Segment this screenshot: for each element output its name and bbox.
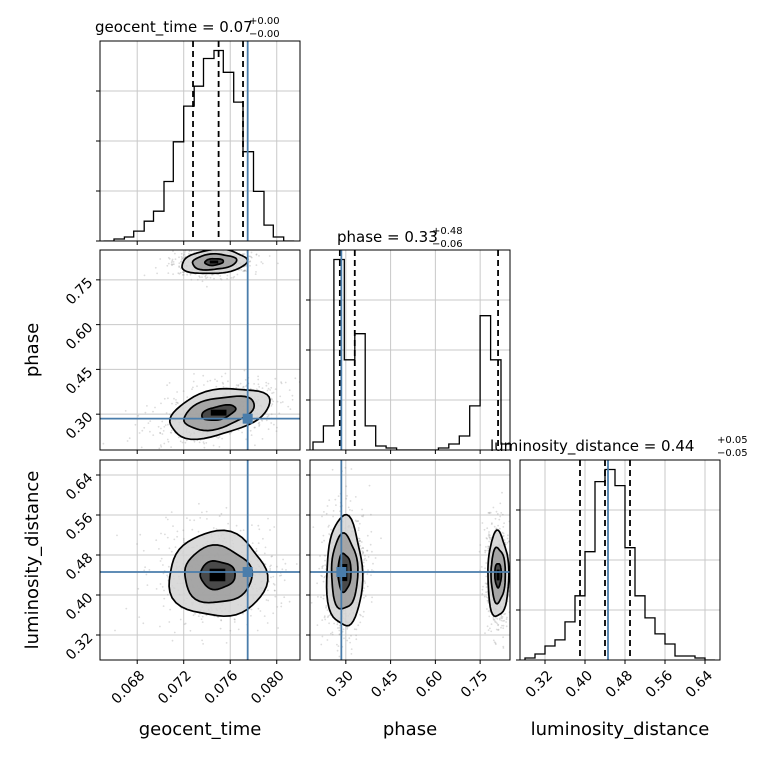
xtick-label-luminosity-distance: 0.32: [523, 668, 556, 701]
ytick-label-luminosity-distance: 0.64: [63, 470, 96, 503]
panel-luminosity-distance-hist-content: [524, 460, 715, 660]
panels-layer: 0.300.450.600.750.320.400.480.560.640.06…: [63, 40, 721, 708]
contour-line: [199, 560, 236, 591]
xtick-label-phase: 0.75: [458, 668, 491, 701]
density-peak: [496, 569, 500, 581]
svg-text:geocent_time = 0.07: geocent_time = 0.07: [95, 18, 253, 37]
ytick-label-phase: 0.30: [63, 409, 96, 442]
contour-line: [203, 257, 225, 267]
xtick-label-phase: 0.60: [413, 668, 446, 701]
ytick-label-phase: 0.45: [63, 364, 96, 397]
panel-phase-hist-content: [312, 250, 510, 450]
panel-geocent-time-hist-frame: [99, 40, 301, 242]
contour-line: [487, 529, 510, 618]
contour-line: [191, 252, 238, 271]
contour-line: [183, 544, 254, 604]
density-peak: [210, 409, 227, 416]
density-peak: [209, 568, 226, 582]
xtick-label-phase: 0.45: [368, 668, 401, 701]
title-luminosity-distance-main: luminosity_distance = 0.44: [490, 437, 694, 456]
panel-phase-hist-frame: [309, 249, 511, 451]
panel-phase-vs-luminosity-distance-frame: [309, 459, 511, 661]
ytick-label-luminosity-distance: 0.56: [63, 510, 96, 543]
xtick-label-geocent-time: 0.080: [248, 668, 288, 708]
panel-luminosity-distance-hist: 0.32 0.40 0.48 0.56 0.64: [516, 459, 721, 701]
contour-line: [490, 546, 507, 605]
panel-geocent-time-vs-luminosity-distance-frame: [99, 459, 301, 661]
title-geocent-time: geocent_time = 0.07 +0.00 −0.00: [95, 16, 280, 40]
xtick-label-geocent-time: 0.072: [155, 668, 195, 708]
injection-marker: [242, 413, 253, 424]
injection-marker: [242, 567, 253, 577]
panel-geocent-time-vs-phase-frame: [99, 249, 301, 451]
title-luminosity-distance-sub: −0.05: [717, 448, 748, 459]
panel-geocent-time-vs-luminosity-distance: 0.32 0.40 0.48 0.56 0.64 0.068 0.072 0.076 0.080: [63, 459, 301, 708]
xtick-label-geocent-time: 0.076: [202, 668, 242, 708]
ytick-label-phase: 0.60: [63, 320, 96, 353]
ytick-label-phase: 0.75: [63, 275, 96, 308]
contour-line: [201, 403, 237, 422]
density-peak: [209, 260, 219, 264]
title-phase-sup: +0.48: [432, 226, 463, 237]
title-geocent-time-sub: −0.00: [249, 29, 280, 40]
contour-line: [493, 562, 503, 589]
panel-geocent-time-hist: [96, 40, 301, 245]
title-geocent-time-sup: +0.00: [249, 16, 280, 27]
xlabel-geocent-time: geocent_time: [139, 719, 262, 740]
panel-geocent-time-vs-luminosity-distance-content: [100, 460, 300, 660]
ytick-label-luminosity-distance: 0.48: [63, 550, 96, 583]
panel-phase-vs-luminosity-distance: 0.30 0.45 0.60 0.75: [306, 459, 511, 701]
ytick-label-luminosity-distance: 0.40: [63, 590, 96, 623]
title-luminosity-distance: luminosity_distance = 0.44 +0.05 −0.05: [490, 435, 748, 459]
panel-phase-vs-luminosity-distance-content: [310, 460, 510, 660]
contour-line: [168, 529, 269, 618]
title-luminosity-distance-sup: +0.05: [717, 435, 748, 446]
title-phase-main: phase = 0.33: [337, 228, 438, 246]
panel-luminosity-distance-hist-frame: [519, 459, 721, 661]
xtick-label-phase: 0.30: [324, 668, 357, 701]
title-geocent-time-main: geocent_time = 0.07: [95, 18, 253, 37]
svg-text:luminosity_distance = 0.44: luminosity_distance = 0.44: [490, 437, 694, 456]
panel-geocent-time-vs-phase-content: [100, 250, 300, 450]
panel-geocent-time-vs-phase: 0.30 0.45 0.60 0.75: [63, 249, 301, 454]
panel-geocent-time-hist-content: [103, 41, 295, 241]
title-phase-sub: −0.06: [432, 239, 463, 250]
ylabel-phase: phase: [22, 323, 43, 377]
histogram-geocent-time: [103, 49, 295, 241]
xtick-label-luminosity-distance: 0.48: [603, 668, 636, 701]
svg-text:phase = 0.33: phase = 0.33: [337, 228, 438, 246]
contour-line: [183, 395, 256, 432]
xtick-label-luminosity-distance: 0.56: [643, 668, 676, 701]
title-phase: phase = 0.33 +0.48 −0.06: [337, 226, 463, 250]
ytick-label-luminosity-distance: 0.32: [63, 630, 96, 663]
injection-marker: [336, 567, 347, 577]
xtick-label-luminosity-distance: 0.64: [683, 668, 716, 701]
xtick-label-luminosity-distance: 0.40: [563, 668, 596, 701]
xlabel-luminosity-distance: luminosity_distance: [531, 719, 710, 740]
histogram-phase: [312, 258, 510, 450]
histogram-luminosity-distance: [524, 468, 715, 660]
xlabel-phase: phase: [383, 719, 437, 740]
xtick-label-geocent-time: 0.068: [109, 668, 149, 708]
panel-phase-hist: [306, 249, 511, 454]
ylabel-luminosity-distance: luminosity_distance: [22, 471, 43, 650]
